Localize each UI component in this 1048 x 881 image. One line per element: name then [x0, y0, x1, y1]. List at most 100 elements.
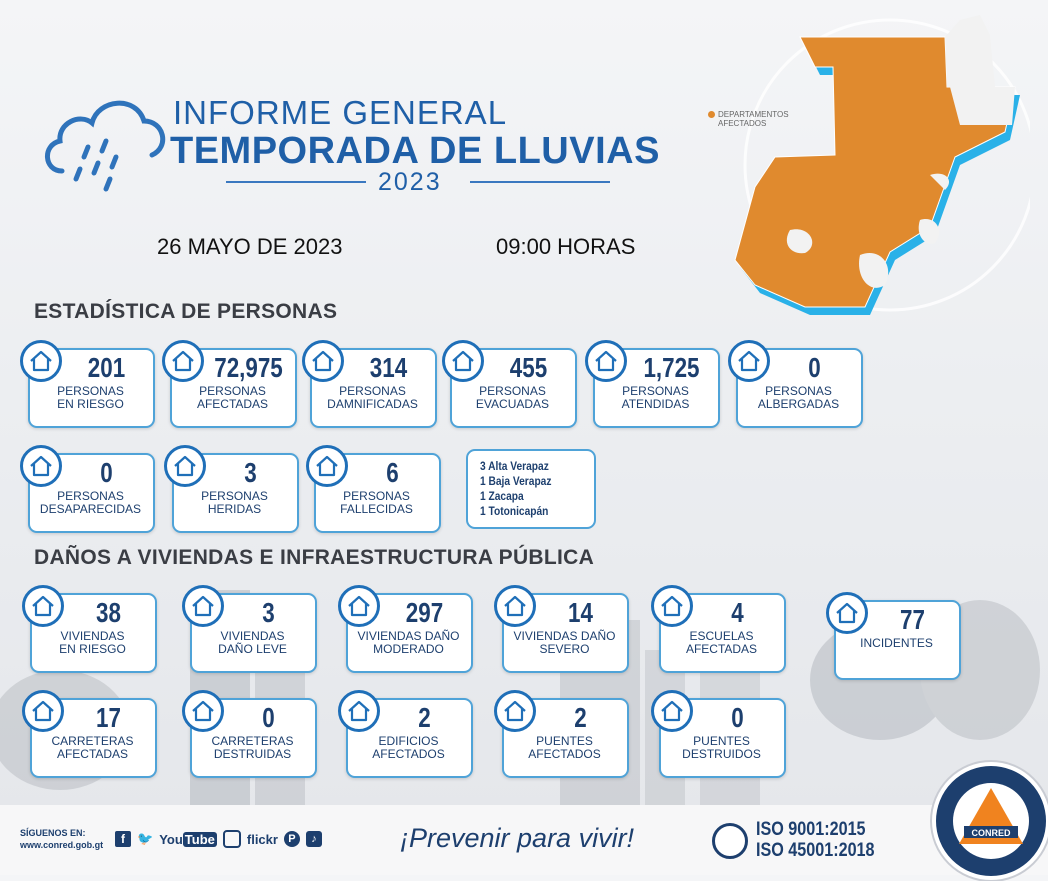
damage-stat-card: 0 PUENTES DESTRUIDOS [651, 690, 786, 778]
stat-label: PERSONAS HERIDAS [174, 490, 295, 516]
stat-value: 201 [87, 352, 126, 383]
stat-label-line1: VIVIENDAS [60, 629, 125, 643]
stat-label: VIVIENDAS DAÑO LEVE [192, 630, 313, 656]
stat-value: 2 [574, 702, 587, 733]
website-link[interactable]: www.conred.gob.gt [20, 840, 104, 850]
iso-9001: ISO 9001:2015 [756, 819, 866, 840]
stat-label-line2: EN RIESGO [59, 642, 126, 656]
flickr-icon[interactable]: flickr [246, 831, 278, 847]
stat-label-line1: INCIDENTES [860, 636, 933, 650]
divider [470, 181, 610, 183]
follow-label: SÍGUENOS EN: [20, 828, 86, 838]
report-header: INFORME GENERAL TEMPORADA DE LLUVIAS 202… [40, 80, 680, 220]
stat-label-line2: DESTRUIDAS [213, 747, 292, 761]
report-date: 26 MAYO DE 2023 [157, 234, 343, 259]
tiktok-icon[interactable]: ♪ [305, 831, 322, 847]
injured-person-icon [164, 445, 206, 487]
stat-value: 0 [262, 702, 275, 733]
people-stat-card: 6 PERSONAS FALLECIDAS [306, 445, 441, 533]
pinterest-icon[interactable]: P [283, 831, 300, 847]
people-section-title: ESTADÍSTICA DE PERSONAS [34, 300, 338, 323]
building-icon [338, 690, 380, 732]
stat-label: PERSONAS EVACUADAS [452, 385, 573, 411]
helping-people-icon [585, 340, 627, 382]
stat-label: CARRETERAS DESTRUIDAS [192, 735, 313, 761]
stat-label-line2: AFECTADOS [372, 747, 445, 761]
stat-label-line1: VIVIENDAS DAÑO [357, 629, 460, 643]
stat-value: 0 [808, 352, 821, 383]
stat-label-line2: EVACUADAS [475, 397, 550, 411]
damage-stat-card: 77 INCIDENTES [826, 592, 961, 680]
report-title-line2: TEMPORADA DE LLUVIAS [170, 130, 660, 172]
report-title-line1: INFORME GENERAL [173, 94, 508, 131]
damage-stat-card: 4 ESCUELAS AFECTADAS [651, 585, 786, 673]
youtube-tube-text: Tube [182, 831, 217, 847]
certification-seal-icon [712, 823, 748, 859]
stat-label-line2: ATENDIDAS [621, 397, 690, 411]
stat-label-line2: MODERADO [373, 642, 444, 656]
deaths-line: 1 Baja Verapaz [480, 474, 552, 488]
stat-label: INCIDENTES [836, 637, 957, 650]
stat-label: VIVIENDAS EN RIESGO [32, 630, 153, 656]
school-icon [651, 585, 693, 627]
instagram-icon[interactable] [222, 830, 241, 848]
stat-value: 4 [731, 597, 744, 628]
damage-stat-card: 38 VIVIENDAS EN RIESGO [22, 585, 157, 673]
stat-label: CARRETERAS AFECTADAS [32, 735, 153, 761]
stat-label-line1: EDIFICIOS [378, 734, 439, 748]
conred-logo: CONRED [932, 762, 1048, 880]
stat-label-line1: PERSONAS [339, 384, 406, 398]
flood-people-icon [162, 340, 204, 382]
social-icons: f 🐦 You Tube flickr P ♪ [115, 830, 322, 848]
stat-label-line2: DAMNIFICADAS [327, 397, 418, 411]
iso-45001: ISO 45001:2018 [756, 840, 875, 861]
house-icon [182, 585, 224, 627]
stat-value: 72,975 [214, 352, 283, 383]
people-stat-card: 455 PERSONAS EVACUADAS [442, 340, 577, 428]
damage-stat-card: 0 CARRETERAS DESTRUIDAS [182, 690, 317, 778]
stat-value: 455 [509, 352, 548, 383]
stat-label-line2: AFECTADAS [196, 397, 269, 411]
legend-line2: AFECTADOS [718, 119, 767, 128]
stat-label-line2: ALBERGADAS [757, 397, 840, 411]
stat-value: 14 [568, 597, 593, 628]
people-stat-card: 314 PERSONAS DAMNIFICADAS [302, 340, 437, 428]
stat-value: 0 [100, 457, 113, 488]
damage-stat-card: 297 VIVIENDAS DAÑO MODERADO [338, 585, 473, 673]
road-icon [22, 690, 64, 732]
stat-label: ESCUELAS AFECTADAS [661, 630, 782, 656]
stat-value: 3 [262, 597, 275, 628]
stat-label-line1: PUENTES [536, 734, 593, 748]
house-risk-icon [22, 585, 64, 627]
stat-label-line2: AFECTADAS [685, 642, 758, 656]
stat-value: 38 [96, 597, 121, 628]
stat-value: 314 [369, 352, 408, 383]
damage-stat-card: 2 PUENTES AFECTADOS [494, 690, 629, 778]
stat-label-line2: DESTRUIDOS [682, 747, 761, 761]
damaged-house-people-icon [302, 340, 344, 382]
youtube-icon[interactable]: You Tube [159, 831, 217, 847]
stat-label: PERSONAS DAMNIFICADAS [312, 385, 433, 411]
stat-value: 0 [731, 702, 744, 733]
house-moderate-icon [338, 585, 380, 627]
damage-stat-card: 3 VIVIENDAS DAÑO LEVE [182, 585, 317, 673]
people-stat-card: 1,725 PERSONAS ATENDIDAS [585, 340, 720, 428]
stat-label: PERSONAS ALBERGADAS [738, 385, 859, 411]
broken-road-icon [182, 690, 224, 732]
conred-logo-text: CONRED [971, 828, 1011, 838]
damages-section-title: DAÑOS A VIVIENDAS E INFRAESTRUCTURA PÚBL… [34, 546, 595, 569]
conred-triangle-icon: CONRED [953, 783, 1029, 859]
card-frame [310, 348, 437, 428]
twitter-icon[interactable]: 🐦 [137, 831, 154, 846]
stat-label-line1: PERSONAS [57, 384, 124, 398]
stat-label-line1: VIVIENDAS DAÑO [513, 629, 616, 643]
house-severe-icon [494, 585, 536, 627]
map-legend: DEPARTAMENTOS AFECTADOS [708, 110, 789, 128]
damage-stat-card: 2 EDIFICIOS AFECTADOS [338, 690, 473, 778]
stat-label: PUENTES DESTRUIDOS [661, 735, 782, 761]
stat-label-line1: PERSONAS [201, 489, 268, 503]
facebook-icon[interactable]: f [115, 831, 131, 847]
people-stat-card: 72,975 PERSONAS AFECTADAS [162, 340, 297, 428]
cross-icon [306, 445, 348, 487]
stat-label: PERSONAS FALLECIDAS [316, 490, 437, 516]
